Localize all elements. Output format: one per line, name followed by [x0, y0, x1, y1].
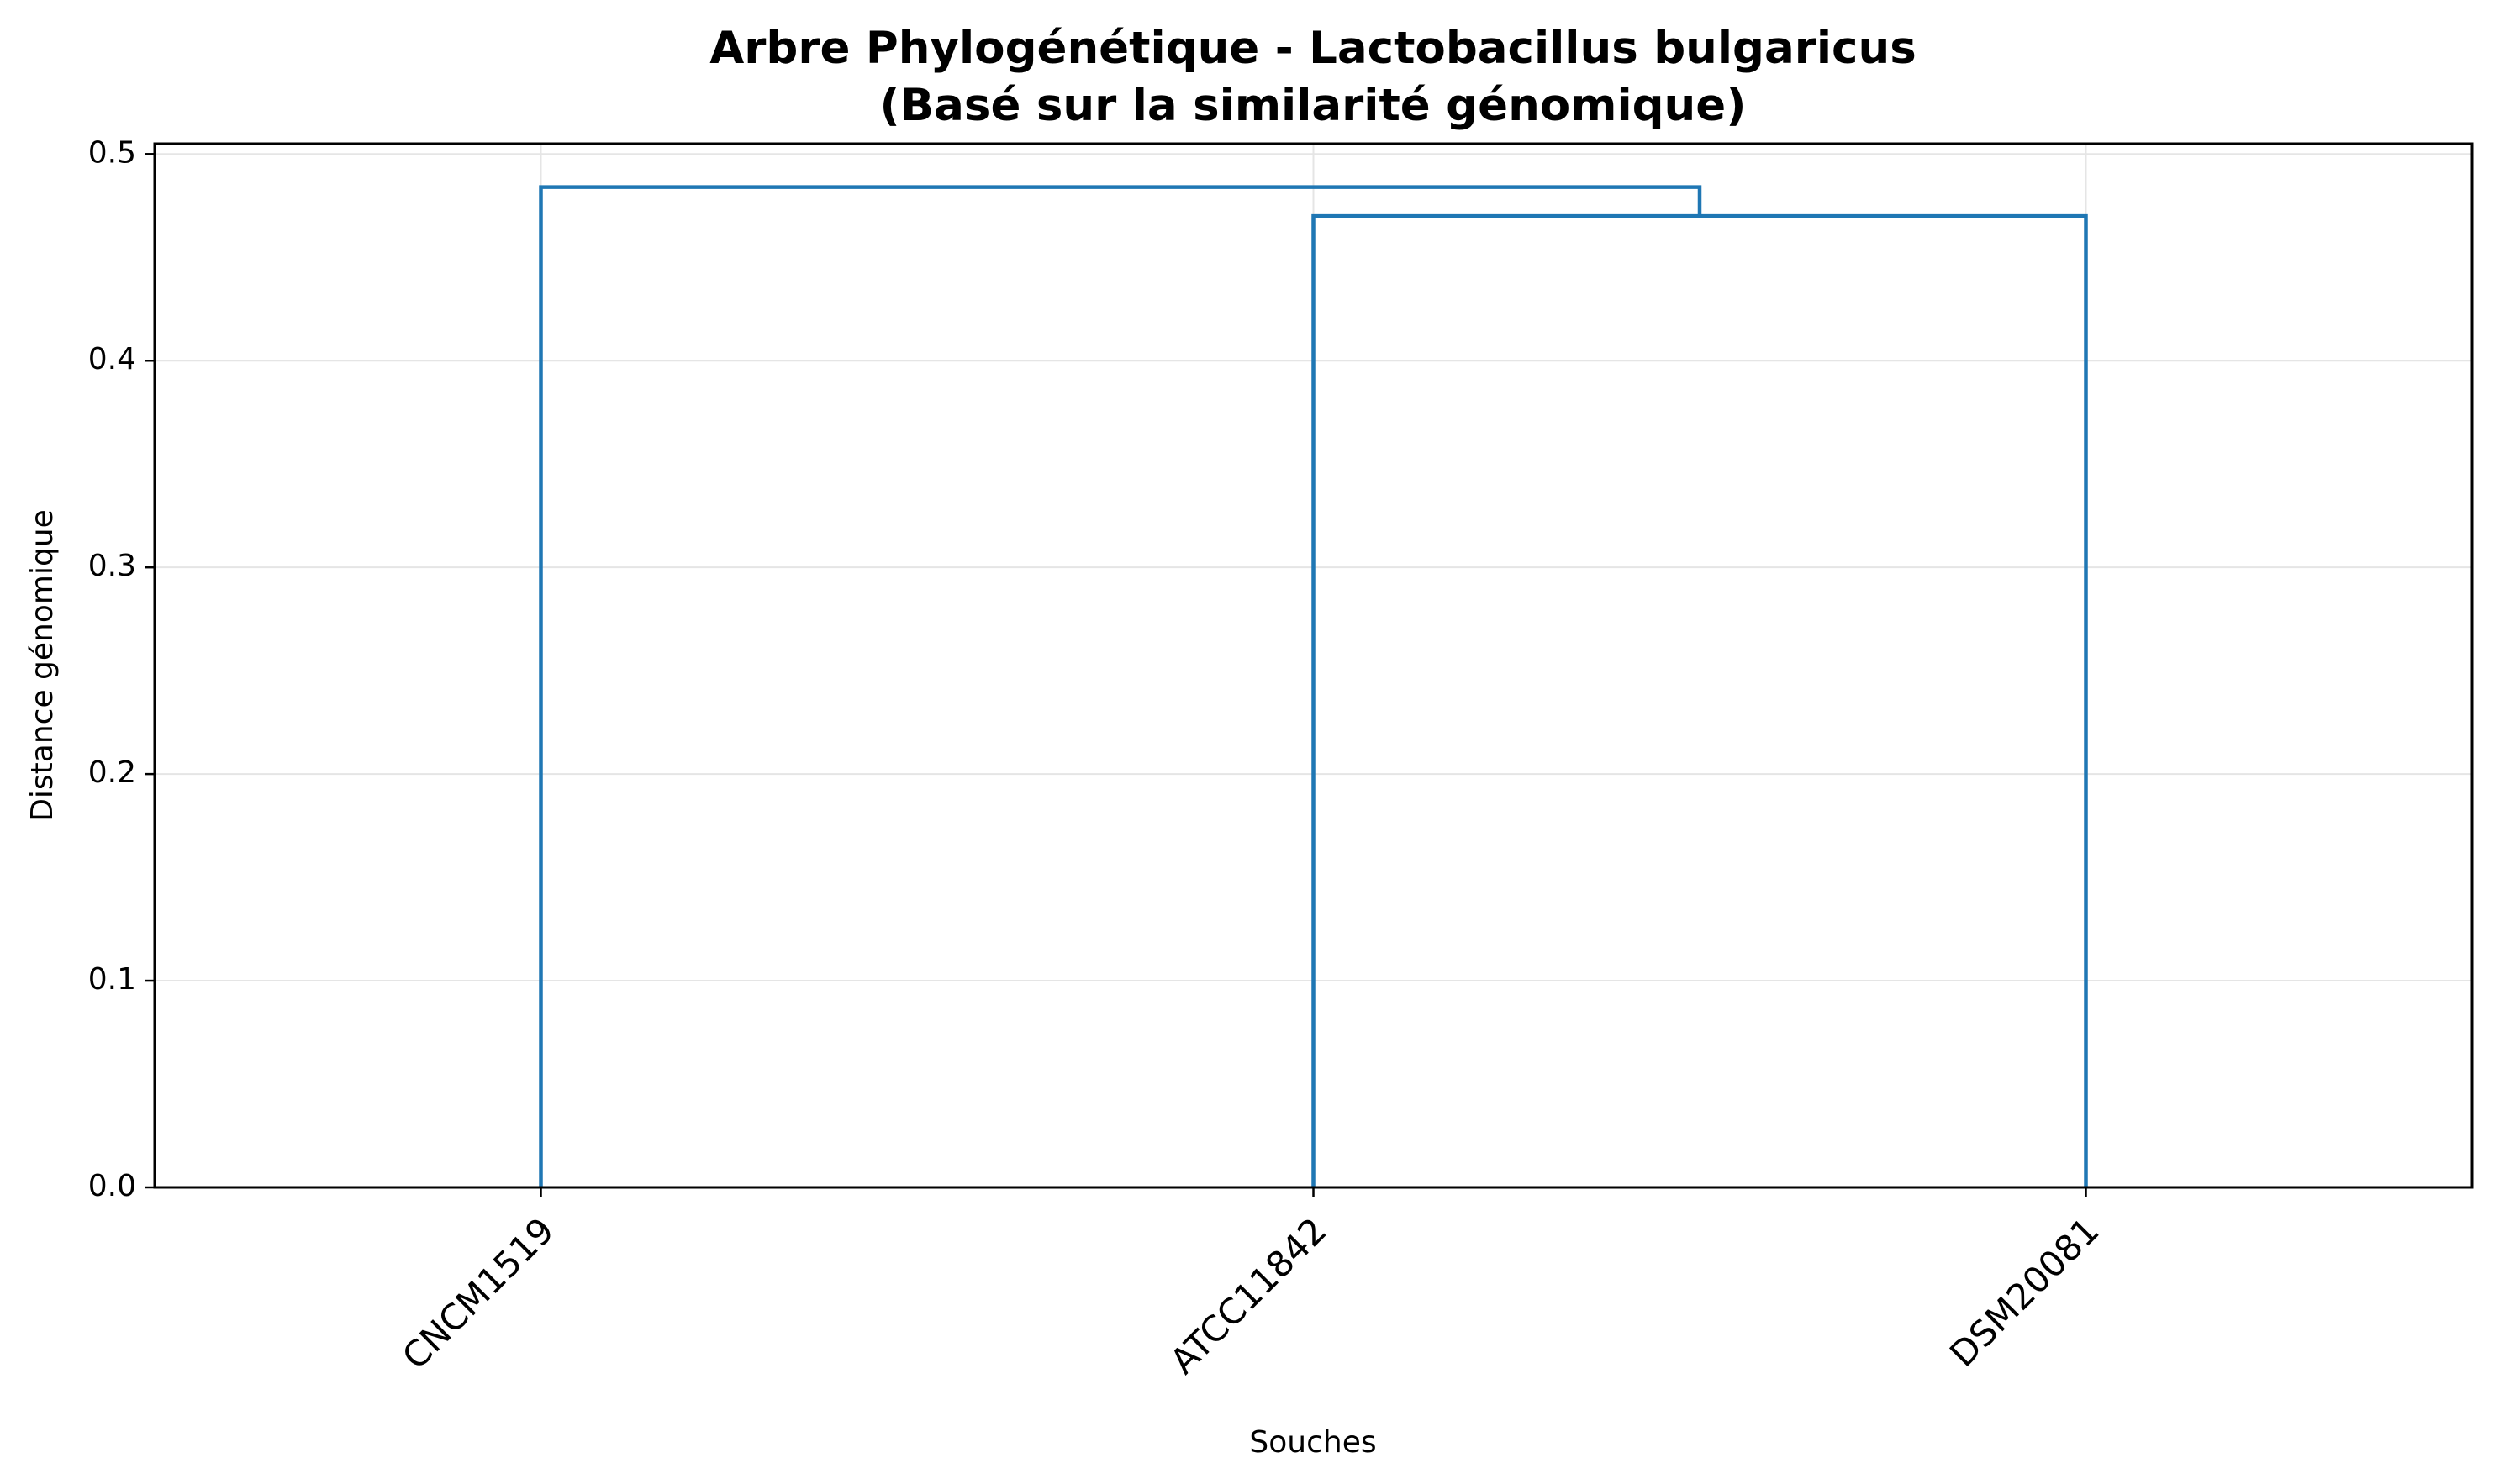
y-tick-label: 0.2	[88, 755, 136, 790]
y-tick-label: 0.0	[88, 1169, 136, 1203]
y-axis-ticks: 0.0 0.1 0.2 0.3 0.4 0.5	[88, 135, 155, 1203]
dendrogram-links	[539, 185, 2088, 1187]
y-tick-label: 0.1	[88, 962, 136, 997]
y-tick-label: 0.3	[88, 549, 136, 583]
y-axis-label: Distance génomique	[25, 509, 60, 822]
dendrogram-link-2	[539, 185, 1702, 1187]
chart-title-line-2: (Basé sur la similarité génomique)	[880, 80, 1747, 131]
chart-title-line-1: Arbre Phylogénétique - Lactobacillus bul…	[709, 23, 1917, 74]
x-axis-label: Souches	[1249, 1425, 1376, 1460]
y-tick-label: 0.5	[88, 135, 136, 170]
y-tick-label: 0.4	[88, 342, 136, 376]
